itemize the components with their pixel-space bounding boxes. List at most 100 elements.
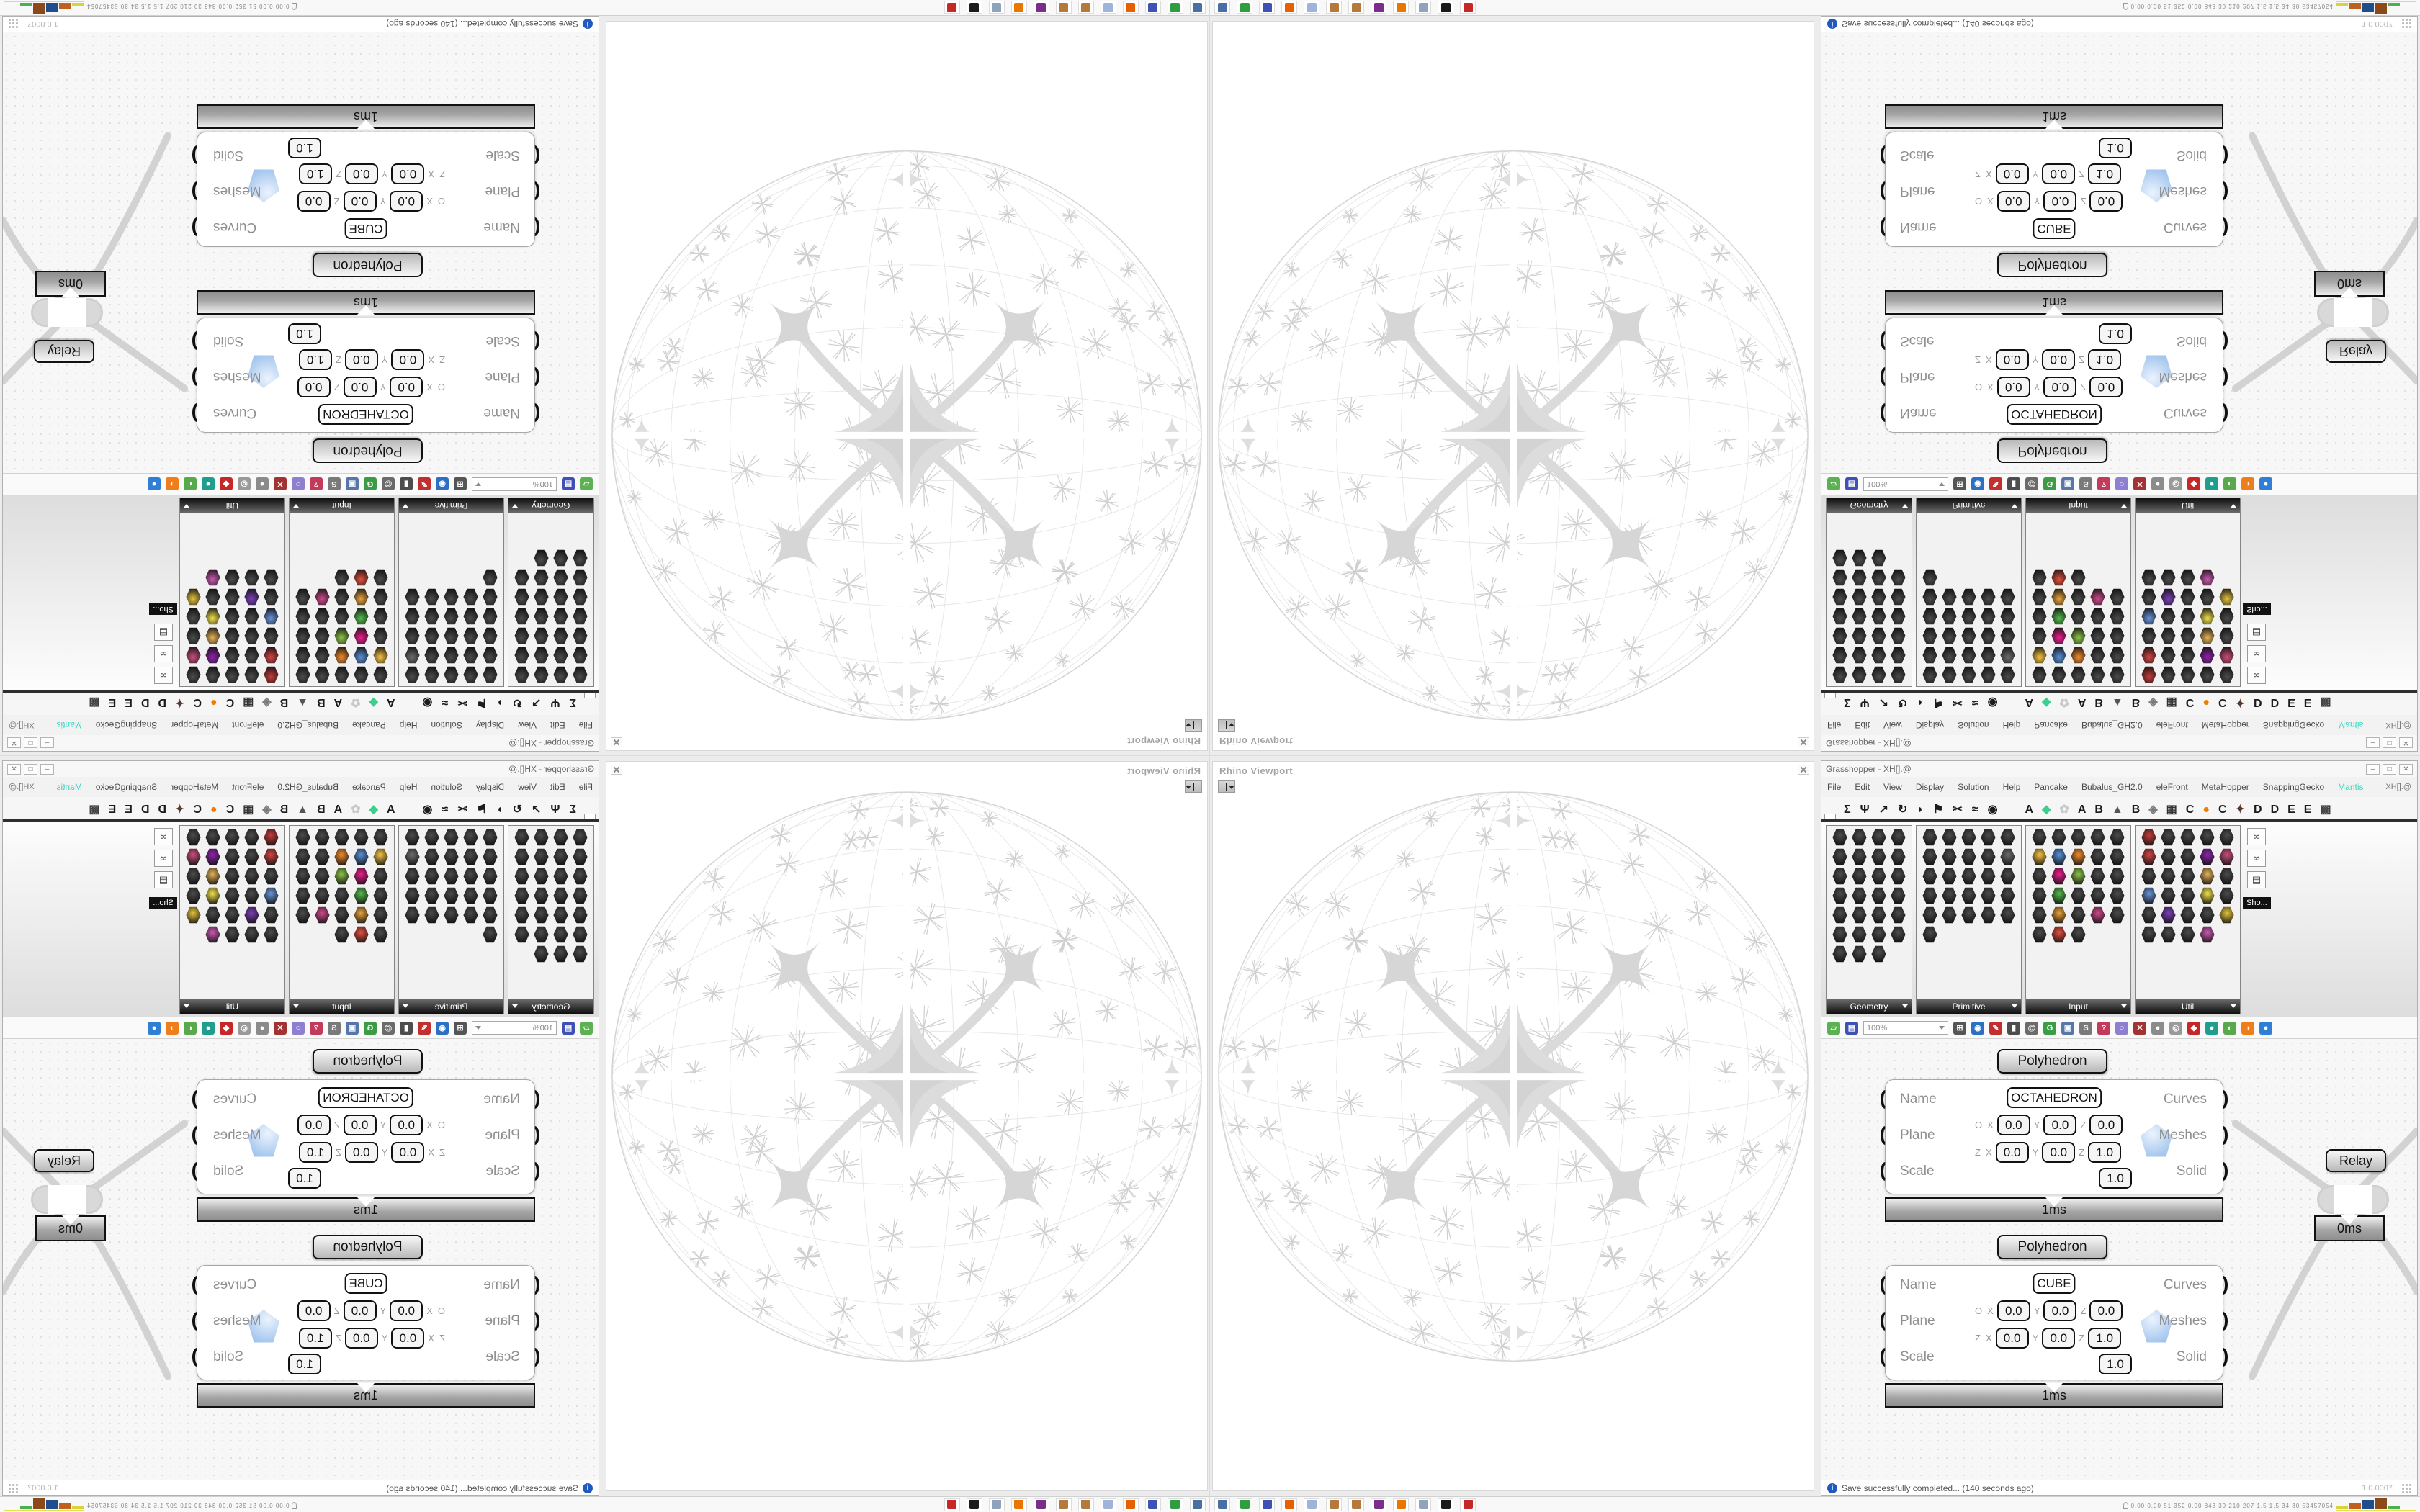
panel-label-util[interactable]: Util	[180, 498, 284, 513]
finder-icon[interactable]: S	[328, 477, 341, 491]
component-icon[interactable]	[462, 666, 480, 683]
tab-category-1[interactable]: Σ	[1844, 804, 1851, 816]
balloon-icon[interactable]: ○	[292, 1021, 305, 1035]
component-icon[interactable]	[333, 887, 351, 904]
component-icon[interactable]	[185, 627, 202, 644]
scale-value-box[interactable]: 1.0	[2099, 138, 2132, 158]
component-icon[interactable]	[263, 627, 280, 644]
component-icon[interactable]	[372, 569, 390, 586]
component-icon[interactable]	[1961, 829, 1976, 846]
component-icon[interactable]	[2141, 887, 2156, 904]
minimize-button[interactable]: –	[40, 737, 54, 749]
component-icon[interactable]	[552, 569, 570, 586]
component-icon[interactable]	[224, 926, 241, 943]
tab-plugin-3[interactable]: A	[333, 696, 343, 708]
component-icon[interactable]	[424, 588, 441, 606]
tab-category-1[interactable]: Σ	[569, 696, 576, 708]
component-icon[interactable]	[533, 868, 550, 885]
component-icon[interactable]	[1922, 868, 1937, 885]
value-box[interactable]: 0.0	[390, 1115, 424, 1135]
tab-category-5[interactable]: ◗	[496, 696, 503, 708]
titlebar[interactable]: Grasshopper - XH[].@ – □ ✕	[1821, 761, 2417, 777]
component-icon[interactable]	[2180, 887, 2195, 904]
viewport-close-button[interactable]	[611, 765, 622, 775]
tab-plugin-0[interactable]: A	[2025, 696, 2034, 708]
tab-category-2[interactable]: Ψ	[1860, 804, 1870, 816]
zoom-select[interactable]: 100%	[472, 1021, 557, 1035]
component-icon[interactable]	[333, 569, 351, 586]
component-icon[interactable]	[372, 627, 390, 644]
titlebar[interactable]: Grasshopper - XH[].@ – □ ✕	[3, 735, 599, 751]
vector-editor-icon[interactable]	[967, 1498, 982, 1511]
component-icon[interactable]	[552, 848, 570, 865]
component-icon[interactable]	[462, 608, 480, 625]
component-icon[interactable]	[443, 647, 460, 664]
component-icon[interactable]	[263, 647, 280, 664]
component-icon[interactable]	[185, 848, 202, 865]
preview-teal-icon[interactable]: ●	[2205, 477, 2218, 491]
value-box[interactable]: 0.0	[2089, 1115, 2123, 1135]
tab-plugin-16[interactable]: E	[2303, 696, 2312, 708]
component-icon[interactable]	[572, 945, 589, 963]
component-icon[interactable]	[295, 887, 312, 904]
component-icon[interactable]	[243, 647, 261, 664]
component-icon[interactable]	[2218, 608, 2236, 625]
panel-label-util[interactable]: Util	[2136, 999, 2240, 1014]
document-viewer-icon[interactable]	[989, 1, 1005, 14]
component-icon[interactable]	[514, 627, 531, 644]
value-box[interactable]: 0.0	[2043, 377, 2077, 397]
component-icon[interactable]	[2179, 569, 2197, 586]
scale-value-box[interactable]: 1.0	[288, 1354, 321, 1374]
image-editor-icon[interactable]	[1078, 1, 1094, 14]
component-icon[interactable]	[2032, 829, 2047, 846]
component-icon[interactable]	[205, 627, 222, 644]
component-icon[interactable]	[353, 608, 370, 625]
tab-plugin-11[interactable]: C	[2218, 696, 2227, 708]
component-icon[interactable]	[205, 906, 222, 924]
component-icon[interactable]	[333, 627, 351, 644]
output-port[interactable]	[2223, 1090, 2228, 1109]
menu-item-elefront[interactable]: eleFront	[2156, 782, 2188, 792]
name-value-box[interactable]: CUBE	[2033, 1273, 2076, 1294]
relay-label[interactable]: Relay	[2326, 340, 2386, 363]
finder-icon[interactable]: S	[328, 1021, 341, 1035]
component-icon[interactable]	[1980, 588, 1997, 606]
component-icon[interactable]	[2219, 906, 2234, 924]
tab-category-9[interactable]: ◉	[422, 696, 433, 708]
component-icon[interactable]	[514, 887, 531, 904]
galapagos-icon[interactable]: ✕	[274, 477, 287, 491]
tab-params-selected[interactable]	[1824, 814, 1836, 819]
component-icon[interactable]	[185, 666, 202, 683]
spectacles-icon[interactable]: ∞	[154, 645, 173, 662]
blender-icon[interactable]	[1393, 1, 1409, 14]
component-icon[interactable]	[314, 666, 331, 683]
component-icon[interactable]	[552, 945, 570, 963]
preview-teal-icon[interactable]: ●	[202, 477, 215, 491]
sketch-pen-icon[interactable]: ✎	[418, 1021, 431, 1035]
tab-plugin-7[interactable]: ◈	[262, 804, 272, 816]
tab-category-8[interactable]: ≈	[1971, 804, 1978, 816]
component-icon[interactable]	[2161, 906, 2176, 924]
value-box[interactable]: 0.0	[391, 349, 425, 370]
viewport-close-button[interactable]	[1798, 737, 1809, 747]
component-icon[interactable]	[533, 647, 550, 664]
component-icon[interactable]	[1999, 627, 2017, 644]
component-icon[interactable]	[185, 588, 202, 606]
component-icon[interactable]	[2071, 906, 2086, 924]
component-icon[interactable]	[353, 627, 370, 644]
output-port[interactable]	[2218, 403, 2228, 422]
component-icon[interactable]	[2141, 848, 2156, 865]
component-icon[interactable]	[1890, 666, 1907, 683]
screenshot-tool-icon[interactable]	[1214, 1, 1230, 14]
component-icon[interactable]	[2032, 848, 2047, 865]
annotate-icon[interactable]: @	[382, 477, 395, 491]
component-icon[interactable]	[2071, 848, 2086, 865]
component-icon[interactable]	[372, 848, 390, 865]
component-icon[interactable]	[205, 887, 222, 904]
component-icon[interactable]	[1852, 868, 1867, 885]
value-box[interactable]: 0.0	[2043, 1300, 2077, 1321]
tab-category-4[interactable]: ↻	[512, 804, 523, 816]
component-icon[interactable]	[1922, 627, 1939, 644]
sketch-pen-icon[interactable]: ✎	[1989, 1021, 2002, 1035]
component-icon[interactable]	[514, 868, 531, 885]
